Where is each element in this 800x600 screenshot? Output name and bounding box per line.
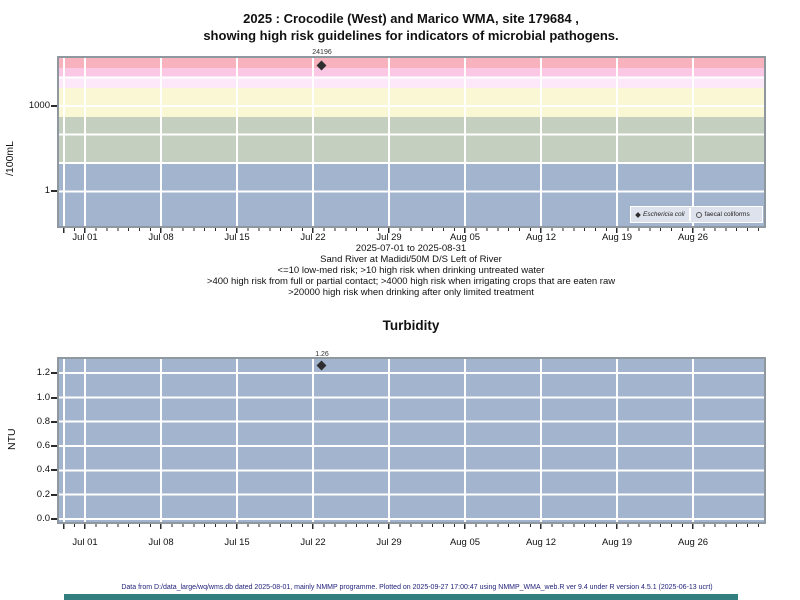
y-tick-label: 1.0 — [36, 392, 50, 403]
plot-area-turbidity: 1.26 — [57, 351, 766, 524]
x-tick-label: Aug 12 — [525, 537, 557, 548]
y-tick-label-1000: 1000 — [28, 100, 50, 111]
legend-item-faecal-label: faecal coliforms — [704, 211, 750, 218]
y-tick-mark — [51, 518, 57, 520]
x-tick-label: Aug 26 — [677, 537, 709, 548]
date-range-subtitle: 2025-07-01 to 2025-08-31 — [355, 243, 467, 254]
footer-bar — [64, 594, 738, 600]
x-tick-label: Jul 08 — [148, 232, 174, 243]
x-tick-label: Jul 15 — [224, 232, 250, 243]
x-tick-label: Jul 29 — [376, 232, 402, 243]
open-circle-icon — [695, 211, 702, 218]
y-axis-title-per100ml: /100mL — [4, 140, 16, 176]
title-line-1: 2025 : Crocodile (West) and Marico WMA, … — [243, 11, 579, 26]
caption-guideline-3: >20000 high risk when drinking after onl… — [288, 287, 534, 298]
x-tick-label: Aug 05 — [449, 232, 481, 243]
plot-area-microbial: 24196 Eschericia coli faecal coliforms — [57, 49, 766, 228]
footer-text: Data from D:/data_large/wq/wms.db dated … — [121, 584, 713, 591]
y-tick-label: 0.8 — [36, 416, 50, 427]
x-tick-label: Aug 19 — [601, 232, 633, 243]
y-tick-mark — [51, 445, 57, 447]
y-tick-label: 1.2 — [36, 367, 50, 378]
caption-guideline-2: >400 high risk from full or partial cont… — [206, 276, 616, 287]
x-tick-label: Jul 15 — [224, 537, 250, 548]
x-tick-label: Jul 01 — [72, 232, 98, 243]
y-tick-label: 0.4 — [36, 464, 50, 475]
x-tick-label: Jul 08 — [148, 537, 174, 548]
x-tick-label: Aug 19 — [601, 537, 633, 548]
x-axis-weekly-ticks — [59, 228, 764, 233]
vertical-gridlines — [59, 58, 764, 226]
y-tick-label: 0.2 — [36, 489, 50, 500]
y-tick-label: 0.6 — [36, 440, 50, 451]
x-tick-label: Jul 29 — [376, 537, 402, 548]
legend-item-ecoli-label: Eschericia coli — [643, 211, 685, 218]
x-axis-weekly-ticks — [59, 524, 764, 529]
filled-diamond-icon — [635, 211, 641, 218]
y-tick-mark — [51, 372, 57, 374]
x-tick-label: Aug 12 — [525, 232, 557, 243]
title-line-2: showing high risk guidelines for indicat… — [203, 28, 619, 43]
y-tick-label: 0.0 — [36, 513, 50, 524]
x-tick-label: Aug 26 — [677, 232, 709, 243]
caption-guideline-1: <=10 low-med risk; >10 high risk when dr… — [277, 265, 545, 276]
legend: Eschericia coli faecal coliforms — [630, 206, 763, 223]
legend-divider — [688, 208, 691, 221]
y-tick-mark — [51, 421, 57, 423]
vertical-gridlines — [59, 359, 764, 522]
x-tick-label: Jul 22 — [300, 537, 326, 548]
turbidity-title: Turbidity — [382, 318, 440, 333]
y-tick-mark — [51, 190, 57, 192]
y-tick-mark — [51, 469, 57, 471]
y-tick-mark — [51, 105, 57, 107]
point-value-label-ecoli: 24196 — [312, 49, 332, 56]
x-tick-label: Aug 05 — [449, 537, 481, 548]
y-tick-label-1: 1 — [44, 185, 50, 196]
page-title: 2025 : Crocodile (West) and Marico WMA, … — [11, 10, 800, 44]
y-tick-mark — [51, 397, 57, 399]
caption-site: Sand River at Madidi/50M D/S Left of Riv… — [320, 254, 502, 265]
point-value-label-turbidity: 1.26 — [315, 351, 329, 358]
x-tick-label: Jul 01 — [72, 537, 98, 548]
x-tick-label: Jul 22 — [300, 232, 326, 243]
y-tick-mark — [51, 494, 57, 496]
